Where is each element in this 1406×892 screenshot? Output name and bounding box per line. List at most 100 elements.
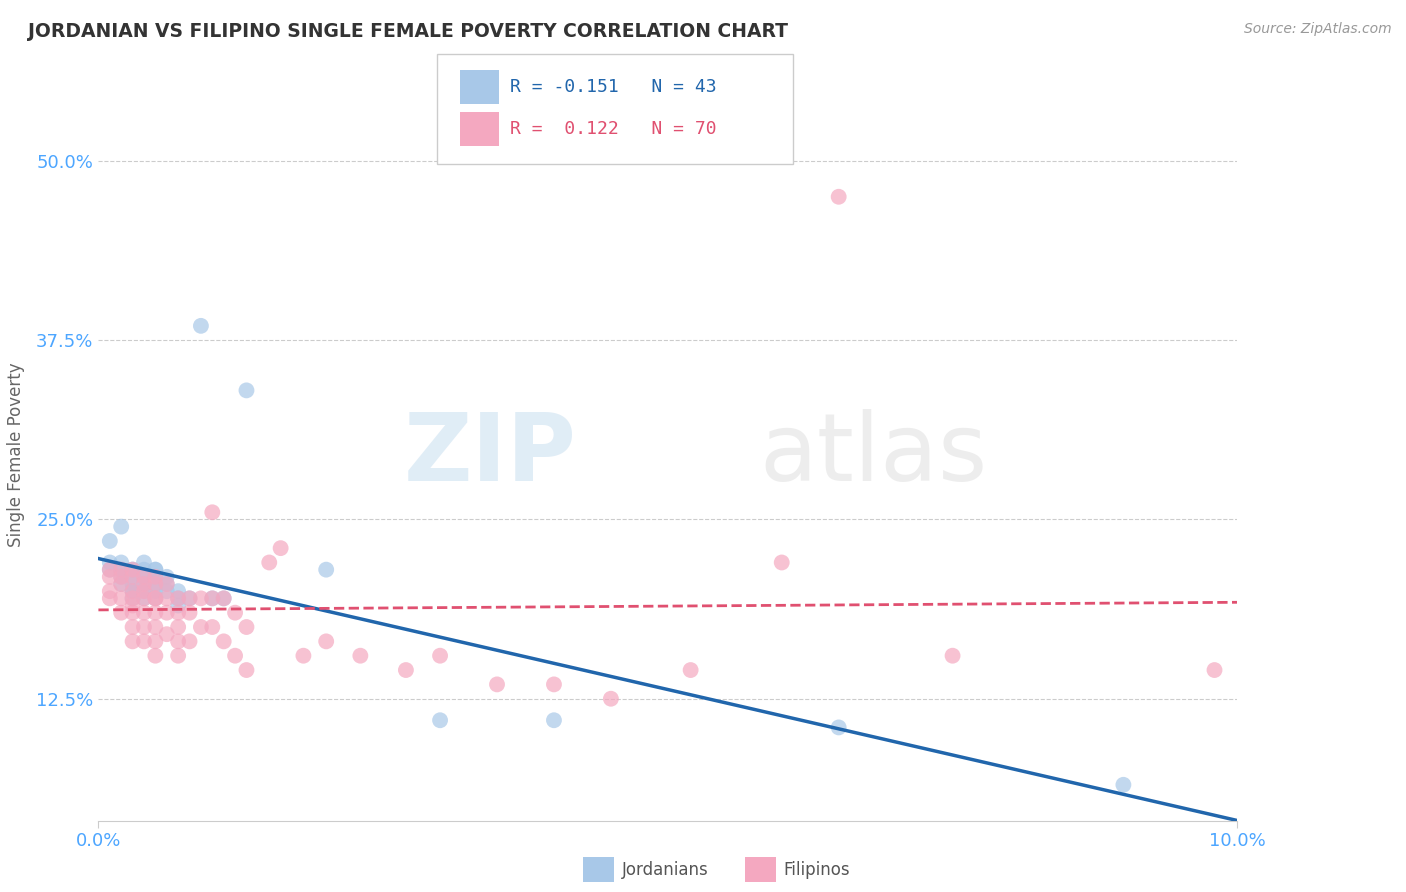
Point <box>98 563 121 577</box>
Point <box>145 591 167 606</box>
Point <box>110 570 132 584</box>
Point <box>942 648 965 663</box>
Point <box>179 634 201 648</box>
Point <box>224 648 246 663</box>
Point <box>156 584 179 599</box>
Point <box>167 648 190 663</box>
Text: ZIP: ZIP <box>404 409 576 501</box>
Point <box>132 591 155 606</box>
Point <box>167 591 190 606</box>
Point <box>110 563 132 577</box>
Point <box>110 519 132 533</box>
Point <box>110 577 132 591</box>
Point <box>110 591 132 606</box>
Point <box>110 563 132 577</box>
Point <box>121 570 143 584</box>
Point <box>201 620 224 634</box>
Point <box>600 691 623 706</box>
Point <box>543 713 565 727</box>
Point <box>145 591 167 606</box>
Point <box>145 606 167 620</box>
Point <box>121 620 143 634</box>
Point <box>235 384 257 398</box>
Point <box>156 577 179 591</box>
Point <box>110 556 132 570</box>
Point <box>349 648 371 663</box>
Point <box>292 648 315 663</box>
Point <box>98 584 121 599</box>
Point <box>110 606 132 620</box>
Point <box>212 591 235 606</box>
Point <box>98 563 121 577</box>
Point <box>190 591 212 606</box>
Point <box>121 584 143 599</box>
Point <box>156 577 179 591</box>
Point <box>132 570 155 584</box>
Point <box>145 570 167 584</box>
Point <box>121 606 143 620</box>
Point <box>315 563 337 577</box>
Point <box>132 634 155 648</box>
Y-axis label: Single Female Poverty: Single Female Poverty <box>7 363 25 547</box>
Point <box>270 541 292 556</box>
Text: JORDANIAN VS FILIPINO SINGLE FEMALE POVERTY CORRELATION CHART: JORDANIAN VS FILIPINO SINGLE FEMALE POVE… <box>28 22 789 41</box>
Point <box>167 599 190 613</box>
Point <box>121 570 143 584</box>
Point <box>543 677 565 691</box>
Point <box>121 599 143 613</box>
Point <box>121 591 143 606</box>
Point <box>145 591 167 606</box>
Point <box>201 591 224 606</box>
Point <box>121 563 143 577</box>
Point <box>145 563 167 577</box>
Point <box>121 584 143 599</box>
Point <box>98 556 121 570</box>
Point <box>429 713 451 727</box>
Point <box>121 563 143 577</box>
Point <box>179 591 201 606</box>
Point <box>145 570 167 584</box>
Point <box>132 591 155 606</box>
Point <box>190 620 212 634</box>
Point <box>167 634 190 648</box>
Point <box>121 634 143 648</box>
Point <box>395 663 418 677</box>
Point <box>429 648 451 663</box>
Point <box>132 584 155 599</box>
Point <box>167 620 190 634</box>
Point <box>132 570 155 584</box>
Text: R =  0.122   N = 70: R = 0.122 N = 70 <box>510 120 717 138</box>
Point <box>224 606 246 620</box>
Point <box>132 577 155 591</box>
Point <box>121 563 143 577</box>
Point <box>179 591 201 606</box>
Point <box>145 620 167 634</box>
Point <box>145 648 167 663</box>
Point <box>132 563 155 577</box>
Point <box>110 570 132 584</box>
Point <box>121 577 143 591</box>
Point <box>167 606 190 620</box>
Point <box>132 606 155 620</box>
Point <box>145 634 167 648</box>
Point <box>156 606 179 620</box>
Text: Jordanians: Jordanians <box>621 861 709 879</box>
Point <box>156 591 179 606</box>
Point <box>98 591 121 606</box>
Text: Source: ZipAtlas.com: Source: ZipAtlas.com <box>1244 22 1392 37</box>
Point <box>770 556 793 570</box>
Point <box>679 663 702 677</box>
Point <box>201 505 224 519</box>
Text: atlas: atlas <box>759 409 987 501</box>
Point <box>167 591 190 606</box>
Point <box>121 591 143 606</box>
Point <box>132 584 155 599</box>
Point <box>1112 778 1135 792</box>
Point <box>212 591 235 606</box>
Point <box>98 570 121 584</box>
Point <box>145 563 167 577</box>
Text: Filipinos: Filipinos <box>783 861 849 879</box>
Point <box>110 577 132 591</box>
Point <box>145 577 167 591</box>
Point <box>828 720 851 734</box>
